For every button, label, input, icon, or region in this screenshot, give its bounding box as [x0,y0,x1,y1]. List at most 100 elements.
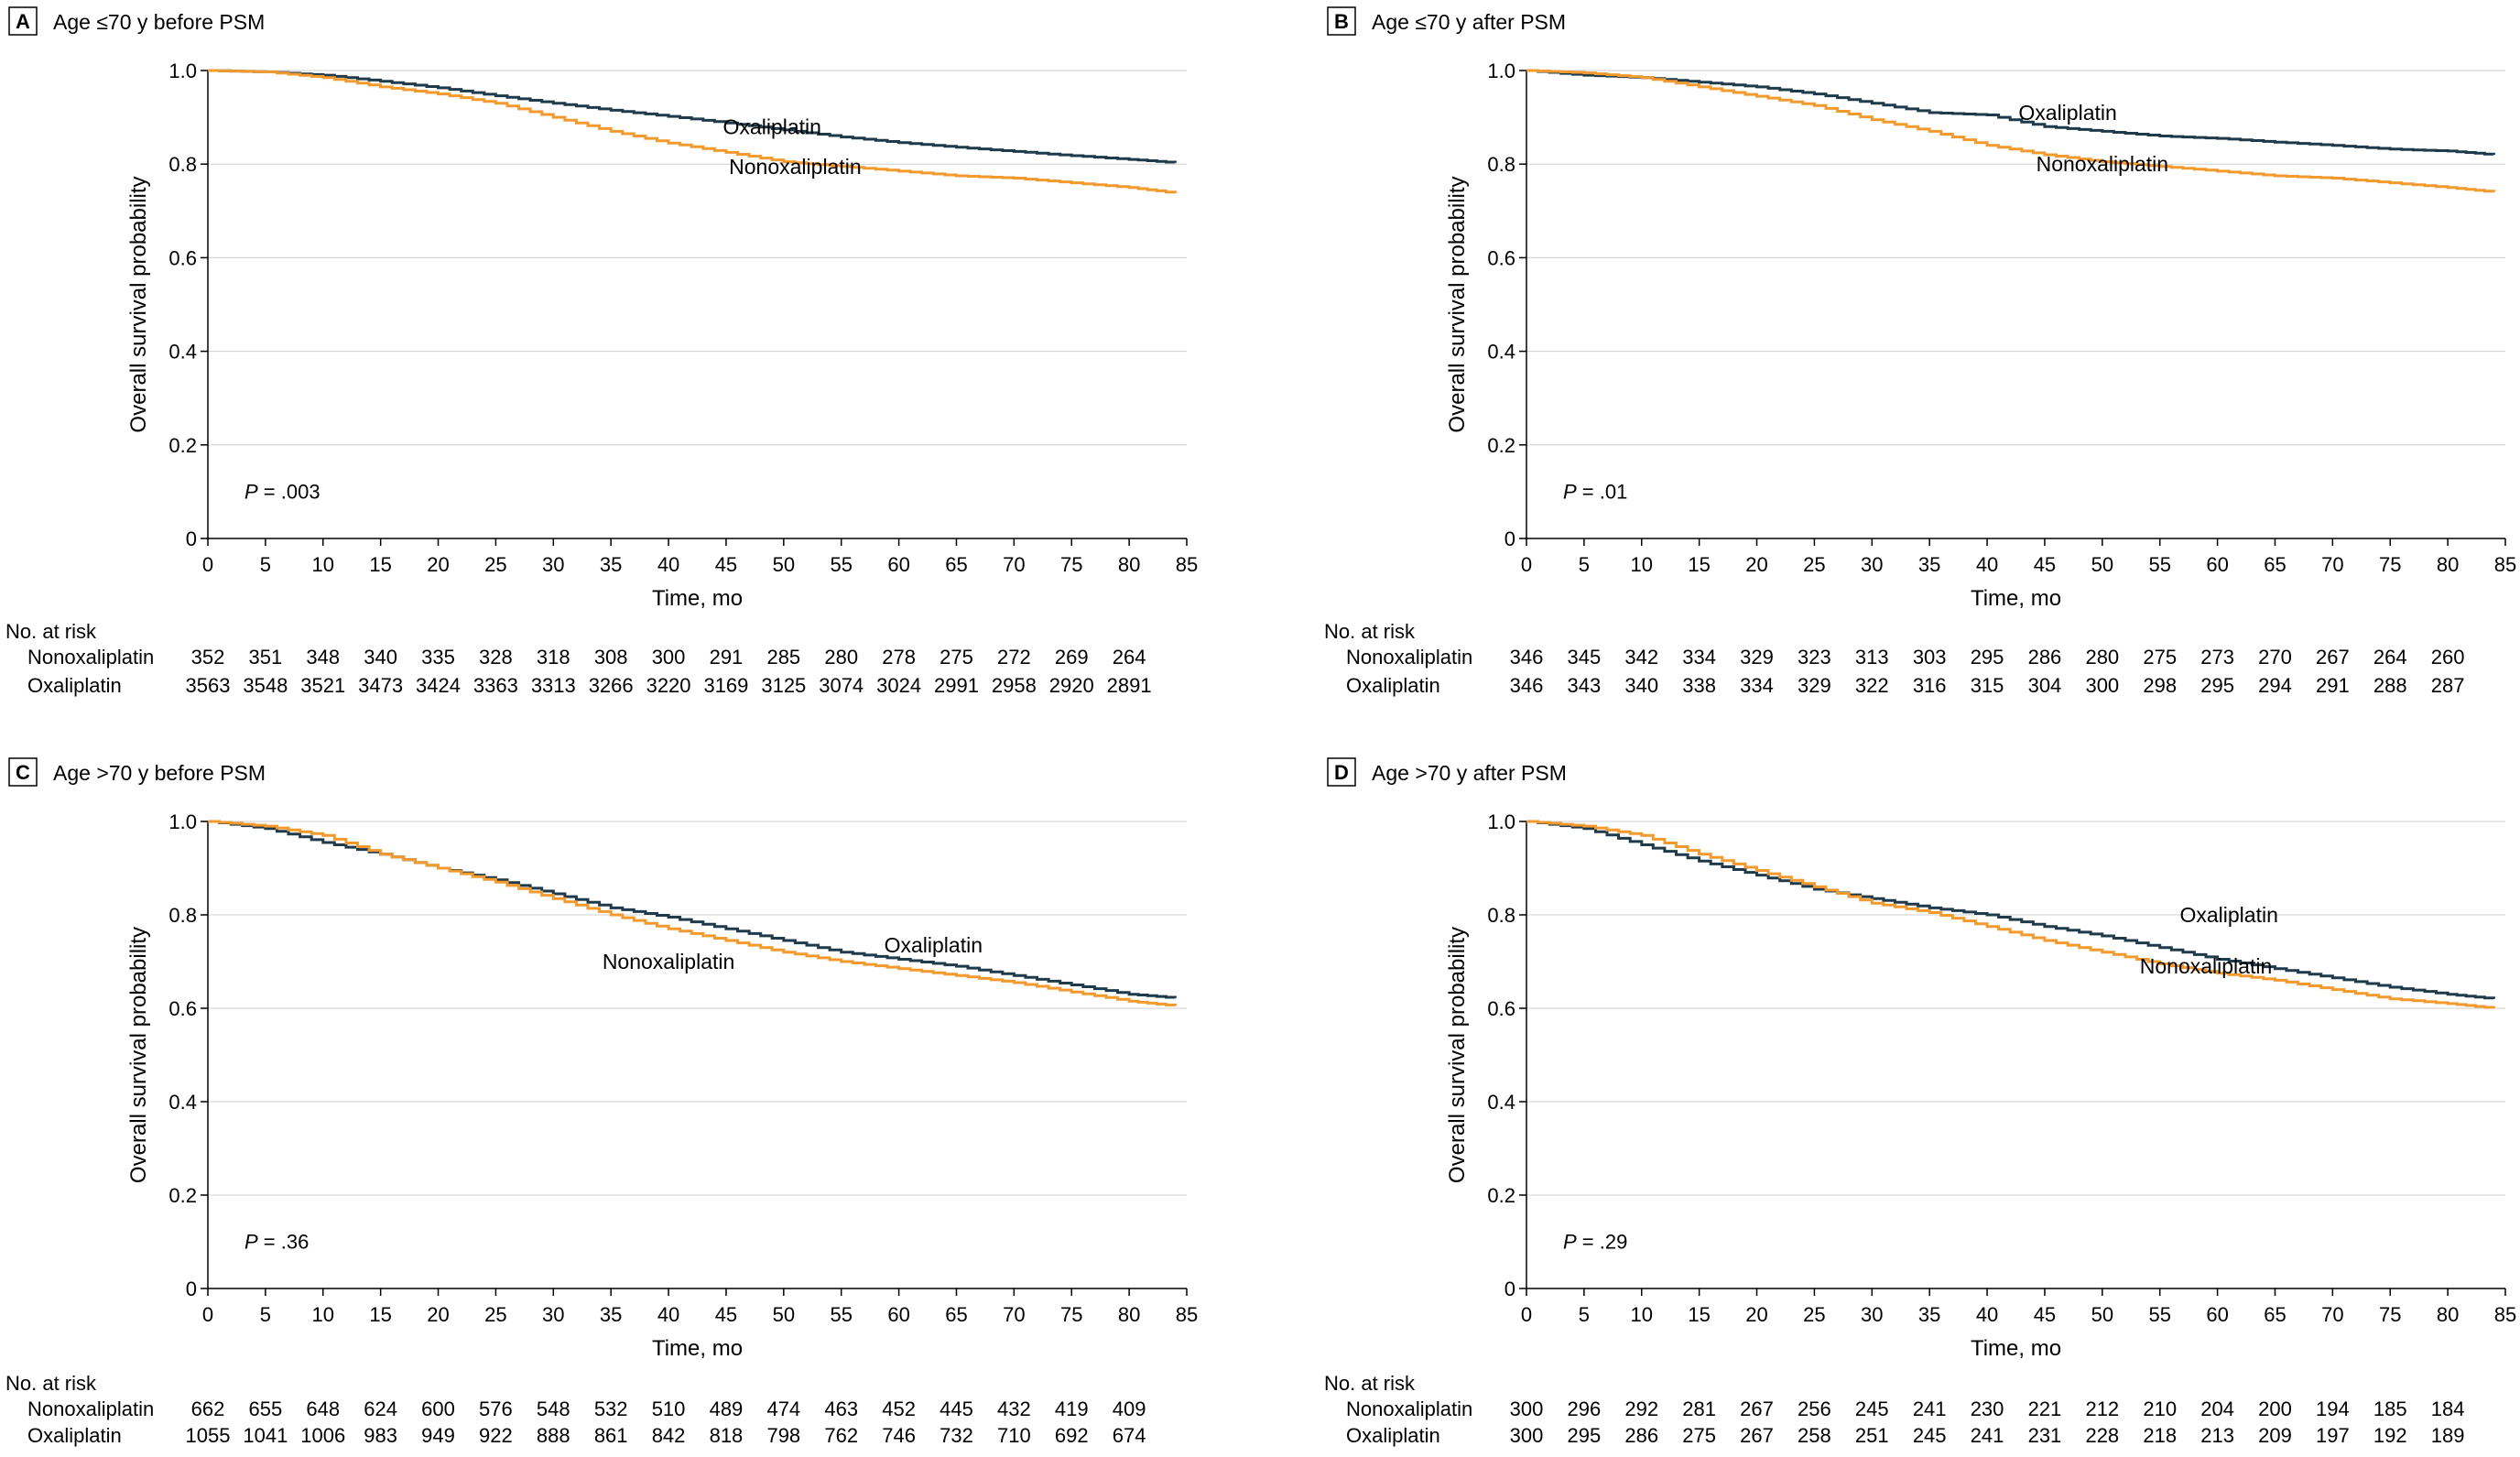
risk-value: 409 [1113,1397,1146,1420]
risk-value: 295 [1971,646,2004,669]
risk-value: 342 [1624,646,1658,669]
x-tick-label: 25 [484,553,506,576]
risk-value: 2958 [992,674,1037,697]
nonoxaliplatin-label: Nonoxaliplatin [2140,954,2272,978]
risk-value: 345 [1568,646,1602,669]
risk-value: 329 [1740,646,1774,669]
y-tick-label: 0.8 [1487,904,1515,927]
x-axis-label: Time, mo [1971,1336,2061,1361]
y-tick-label: 0 [1504,527,1515,550]
nonoxaliplatin-label: Nonoxaliplatin [729,155,861,179]
x-tick-label: 80 [1118,1303,1140,1326]
risk-value: 842 [652,1424,686,1447]
risk-value: 861 [594,1424,628,1447]
risk-value: 419 [1055,1397,1089,1420]
panel-b: B Age ≤70 y after PSM 0 0.2 0.4 0.6 0.8 1.0 0 5 10… [1324,6,2516,697]
risk-value: 241 [1971,1424,2004,1447]
x-tick-label: 55 [830,553,852,576]
x-tick-label: 75 [1060,553,1082,576]
risk-value: 189 [2431,1424,2465,1447]
risk-value: 221 [2028,1397,2062,1420]
x-tick-label: 30 [542,553,564,576]
y-tick-label: 0.4 [168,1091,197,1114]
risk-value: 949 [421,1424,455,1447]
risk-header: No. at risk [5,1372,97,1395]
oxaliplatin-label: Oxaliplatin [885,933,983,957]
p-value: P = .01 [1563,481,1627,504]
y-tick-label: 0.2 [168,434,197,457]
risk-value: 212 [2085,1397,2119,1420]
risk-value: 746 [882,1424,916,1447]
risk-value: 322 [1855,674,1889,697]
risk-value: 351 [249,646,283,669]
risk-value: 348 [306,646,340,669]
risk-value: 710 [997,1424,1031,1447]
x-tick-label: 20 [1745,553,1767,576]
panel-d: D Age >70 y after PSM 0 0.2 0.4 0.6 0.8 1.0 0 5 10… [1324,757,2516,1447]
x-tick-label: 70 [2321,1303,2343,1326]
x-tick-label: 30 [542,1303,564,1326]
x-tick-label: 30 [1861,553,1883,576]
risk-value: 340 [1624,674,1658,697]
risk-value: 452 [882,1397,916,1420]
risk-value: 662 [191,1397,225,1420]
panel-title: Age >70 y after PSM [1372,761,1567,785]
risk-value: 334 [1682,646,1716,669]
x-tick-label: 25 [1803,1303,1825,1326]
y-tick-label: 1.0 [1487,60,1515,82]
risk-value: 280 [2085,646,2119,669]
risk-value: 278 [882,646,916,669]
oxaliplatin-label: Oxaliplatin [723,114,821,138]
x-tick-label: 80 [2437,1303,2459,1326]
nonoxaliplatin-curve [208,820,1177,1006]
risk-value: 3473 [358,674,403,697]
x-tick-label: 55 [830,1303,852,1326]
x-tick-label: 80 [2437,553,2459,576]
y-tick-label: 0.4 [168,341,197,364]
x-axis-label: Time, mo [652,586,743,611]
y-tick-label: 0.2 [168,1184,197,1207]
risk-value: 204 [2200,1397,2234,1420]
risk-value: 209 [2258,1424,2292,1447]
x-tick-label: 0 [1521,1303,1532,1326]
x-tick-label: 40 [657,1303,679,1326]
x-tick-label: 0 [1521,553,1532,576]
y-tick-label: 0.6 [1487,997,1515,1020]
risk-value: 3074 [819,674,864,697]
x-tick-label: 65 [945,1303,967,1326]
risk-value: 338 [1682,674,1716,697]
x-tick-label: 60 [887,553,909,576]
y-axis-label: Overall survival probability [126,176,151,432]
panel-title: Age ≤70 y after PSM [1372,10,1566,34]
nonoxaliplatin-curve [208,69,1177,194]
x-tick-label: 50 [773,1303,795,1326]
risk-value: 648 [306,1397,340,1420]
oxaliplatin-curve [208,820,1177,999]
risk-value: 313 [1855,646,1889,669]
risk-value: 732 [940,1424,973,1447]
x-tick-label: 20 [427,1303,449,1326]
risk-value: 692 [1055,1424,1089,1447]
risk-value: 291 [2316,674,2350,697]
risk-value: 3169 [703,674,748,697]
risk-value: 3363 [473,674,518,697]
risk-value: 194 [2316,1397,2350,1420]
risk-value: 184 [2431,1397,2465,1420]
panel-letter-box [8,6,38,36]
risk-value: 323 [1798,646,1831,669]
risk-value: 192 [2373,1424,2407,1447]
risk-value: 303 [1913,646,1947,669]
risk-value: 343 [1568,674,1602,697]
x-tick-label: 70 [1003,1303,1025,1326]
risk-value: 251 [1855,1424,1889,1447]
risk-value: 463 [824,1397,858,1420]
risk-value: 300 [2085,674,2119,697]
risk-value: 3024 [876,674,921,697]
risk-value: 329 [1798,674,1831,697]
risk-header: No. at risk [1324,620,1416,643]
risk-value: 576 [479,1397,513,1420]
x-tick-label: 85 [2494,1303,2516,1326]
risk-value: 922 [479,1424,513,1447]
y-tick-label: 0.6 [168,246,197,269]
risk-value: 798 [766,1424,800,1447]
